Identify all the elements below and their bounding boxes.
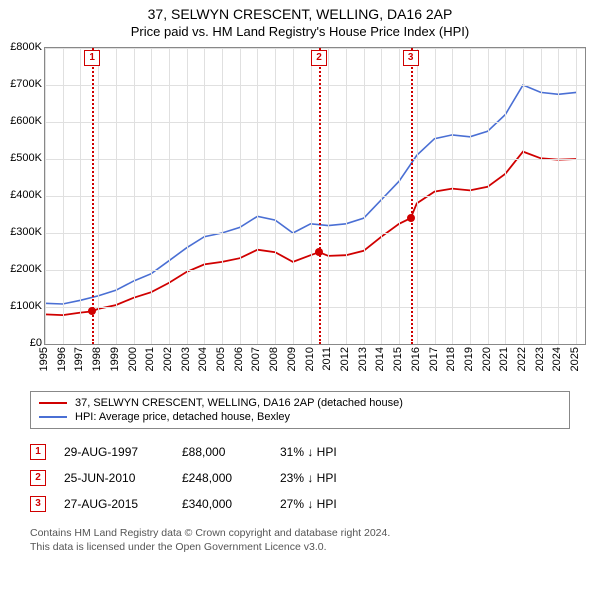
legend-item-property: 37, SELWYN CRESCENT, WELLING, DA16 2AP (… bbox=[39, 396, 561, 410]
marker-badge: 3 bbox=[403, 50, 419, 66]
y-tick-label: £400K bbox=[10, 189, 42, 201]
x-tick-label: 2003 bbox=[180, 347, 192, 371]
event-table: 1 29-AUG-1997 £88,000 31% ↓ HPI 2 25-JUN-2010… bbox=[30, 439, 570, 517]
x-tick-label: 2023 bbox=[534, 347, 546, 371]
x-tick-label: 2014 bbox=[374, 347, 386, 371]
marker-dot bbox=[407, 214, 415, 222]
event-delta: 23% ↓ HPI bbox=[280, 471, 380, 485]
y-tick-label: £800K bbox=[10, 41, 42, 53]
y-tick-label: £300K bbox=[10, 226, 42, 238]
chart-title: 37, SELWYN CRESCENT, WELLING, DA16 2AP bbox=[10, 6, 590, 22]
footer-line-1: Contains HM Land Registry data © Crown c… bbox=[30, 527, 570, 541]
event-price: £88,000 bbox=[182, 445, 262, 459]
x-tick-label: 2004 bbox=[197, 347, 209, 371]
x-tick-label: 2020 bbox=[481, 347, 493, 371]
x-tick-label: 2010 bbox=[304, 347, 316, 371]
x-tick-label: 2000 bbox=[127, 347, 139, 371]
x-tick-label: 2006 bbox=[233, 347, 245, 371]
x-tick-label: 2018 bbox=[445, 347, 457, 371]
y-tick-label: £600K bbox=[10, 115, 42, 127]
x-tick-label: 1998 bbox=[91, 347, 103, 371]
x-tick-label: 2002 bbox=[162, 347, 174, 371]
marker-line bbox=[411, 48, 413, 344]
event-date: 27-AUG-2015 bbox=[64, 497, 164, 511]
event-price: £248,000 bbox=[182, 471, 262, 485]
x-tick-label: 1995 bbox=[38, 347, 50, 371]
x-tick-label: 2007 bbox=[250, 347, 262, 371]
legend-label-property: 37, SELWYN CRESCENT, WELLING, DA16 2AP (… bbox=[75, 397, 403, 409]
x-tick-label: 2009 bbox=[286, 347, 298, 371]
chart-titles: 37, SELWYN CRESCENT, WELLING, DA16 2AP P… bbox=[0, 0, 600, 41]
chart-container: 37, SELWYN CRESCENT, WELLING, DA16 2AP P… bbox=[0, 0, 600, 554]
y-tick-label: £200K bbox=[10, 263, 42, 275]
plot-area: 1 2 3 bbox=[44, 47, 586, 345]
event-date: 25-JUN-2010 bbox=[64, 471, 164, 485]
legend: 37, SELWYN CRESCENT, WELLING, DA16 2AP (… bbox=[30, 391, 570, 429]
x-axis-labels: 1995199619971998199920002001200220032004… bbox=[44, 345, 584, 385]
event-date: 29-AUG-1997 bbox=[64, 445, 164, 459]
x-tick-label: 2016 bbox=[410, 347, 422, 371]
x-tick-label: 1996 bbox=[56, 347, 68, 371]
marker-badge: 2 bbox=[311, 50, 327, 66]
chart-subtitle: Price paid vs. HM Land Registry's House … bbox=[10, 24, 590, 39]
event-delta: 27% ↓ HPI bbox=[280, 497, 380, 511]
x-tick-label: 2024 bbox=[551, 347, 563, 371]
marker-line bbox=[319, 48, 321, 344]
event-badge: 1 bbox=[30, 444, 46, 460]
event-row: 2 25-JUN-2010 £248,000 23% ↓ HPI bbox=[30, 465, 570, 491]
x-tick-label: 2017 bbox=[428, 347, 440, 371]
footer: Contains HM Land Registry data © Crown c… bbox=[30, 527, 570, 554]
x-tick-label: 2012 bbox=[339, 347, 351, 371]
marker-dot bbox=[88, 307, 96, 315]
event-badge: 3 bbox=[30, 496, 46, 512]
y-axis-labels: £0£100K£200K£300K£400K£500K£600K£700K£80… bbox=[2, 47, 42, 343]
footer-line-2: This data is licensed under the Open Gov… bbox=[30, 541, 570, 555]
x-tick-label: 2025 bbox=[569, 347, 581, 371]
event-row: 3 27-AUG-2015 £340,000 27% ↓ HPI bbox=[30, 491, 570, 517]
legend-item-hpi: HPI: Average price, detached house, Bexl… bbox=[39, 410, 561, 424]
x-tick-label: 2008 bbox=[268, 347, 280, 371]
x-tick-label: 1997 bbox=[73, 347, 85, 371]
x-tick-label: 2013 bbox=[357, 347, 369, 371]
y-tick-label: £700K bbox=[10, 78, 42, 90]
y-tick-label: £500K bbox=[10, 152, 42, 164]
x-tick-label: 2015 bbox=[392, 347, 404, 371]
event-price: £340,000 bbox=[182, 497, 262, 511]
legend-swatch-property bbox=[39, 402, 67, 404]
event-row: 1 29-AUG-1997 £88,000 31% ↓ HPI bbox=[30, 439, 570, 465]
x-tick-label: 1999 bbox=[109, 347, 121, 371]
marker-line bbox=[92, 48, 94, 344]
legend-label-hpi: HPI: Average price, detached house, Bexl… bbox=[75, 411, 290, 423]
event-delta: 31% ↓ HPI bbox=[280, 445, 380, 459]
x-tick-label: 2001 bbox=[144, 347, 156, 371]
x-tick-label: 2011 bbox=[321, 347, 333, 371]
x-tick-label: 2005 bbox=[215, 347, 227, 371]
marker-badge: 1 bbox=[84, 50, 100, 66]
event-badge: 2 bbox=[30, 470, 46, 486]
marker-dot bbox=[315, 248, 323, 256]
x-tick-label: 2021 bbox=[498, 347, 510, 371]
legend-swatch-hpi bbox=[39, 416, 67, 418]
x-tick-label: 2022 bbox=[516, 347, 528, 371]
x-tick-label: 2019 bbox=[463, 347, 475, 371]
y-tick-label: £100K bbox=[10, 300, 42, 312]
